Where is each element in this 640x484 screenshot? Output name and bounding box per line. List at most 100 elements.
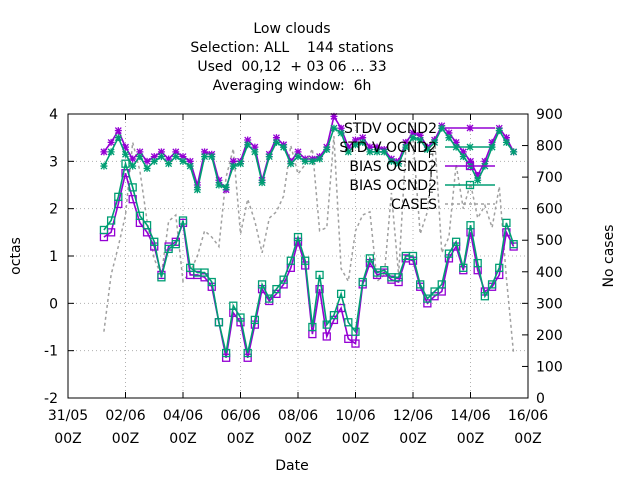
data-point: [100, 162, 108, 170]
data-point: [272, 134, 280, 142]
y2-tick-label: 600: [536, 202, 563, 218]
data-point: [165, 155, 173, 163]
data-point: [237, 160, 244, 168]
plot-series: [99, 112, 518, 362]
data-point: [352, 141, 359, 149]
data-point: [481, 157, 489, 165]
data-point: [214, 318, 224, 327]
data-point: [272, 284, 281, 294]
y2-tick-label: 700: [536, 170, 563, 186]
data-point: [344, 148, 352, 156]
data-point: [359, 134, 367, 142]
data-point: [395, 160, 403, 168]
data-point: [121, 159, 130, 168]
y2-tick-label: 900: [536, 107, 563, 123]
data-point: [423, 294, 432, 303]
data-point: [431, 138, 439, 146]
data-point: [135, 211, 145, 220]
data-point: [143, 164, 151, 172]
data-point: [114, 134, 122, 142]
data-point: [258, 179, 266, 187]
series-line: [103, 126, 515, 193]
series-1: [100, 124, 518, 194]
data-point: [179, 157, 187, 165]
y-tick-label: -1: [44, 344, 58, 360]
data-point: [502, 138, 510, 146]
x-tick-label-hour: 00Z: [227, 431, 254, 447]
data-point: [330, 124, 338, 132]
data-point: [164, 244, 173, 254]
data-point: [171, 240, 180, 249]
data-point: [236, 313, 245, 322]
data-point: [444, 249, 454, 258]
data-point: [243, 348, 252, 358]
data-point: [265, 153, 273, 161]
data-point: [344, 318, 353, 327]
data-point: [438, 124, 446, 132]
data-point: [122, 150, 129, 158]
data-point: [416, 131, 424, 139]
data-point: [387, 157, 395, 165]
data-point: [201, 148, 209, 156]
x-axis-label: Date: [275, 458, 308, 474]
data-point: [186, 162, 194, 170]
x-tick-label: 31/05: [48, 408, 88, 424]
data-point: [473, 258, 482, 268]
data-point: [294, 148, 302, 156]
y2-tick-label: 400: [536, 265, 563, 281]
legend-label: STD V OCND2: [339, 140, 437, 156]
data-point: [416, 280, 425, 289]
data-point: [293, 232, 303, 242]
y-tick-label: -2: [44, 391, 58, 407]
data-point: [229, 301, 238, 310]
data-point: [308, 157, 316, 165]
data-point: [474, 172, 482, 180]
y2-tick-label: 800: [536, 139, 563, 155]
legend-marker: [466, 124, 474, 132]
data-point: [467, 157, 474, 165]
data-point: [323, 146, 331, 153]
data-point: [409, 134, 417, 142]
data-point: [128, 183, 137, 192]
legend-label: STDV OCND2: [344, 121, 437, 137]
data-point: [474, 176, 482, 184]
data-point: [351, 339, 360, 348]
data-point: [251, 148, 259, 156]
title-line-1: Selection: ALL 144 stations: [190, 40, 393, 56]
data-point: [186, 157, 194, 165]
legend-subscript: F: [428, 150, 434, 161]
data-point: [207, 277, 216, 287]
y-tick-label: 0: [49, 296, 58, 312]
data-point: [394, 277, 403, 287]
data-point: [157, 273, 166, 282]
data-point: [466, 221, 475, 230]
data-point: [287, 160, 295, 168]
data-point: [330, 112, 338, 120]
data-point: [452, 138, 460, 146]
data-point: [272, 138, 280, 146]
data-point: [244, 141, 252, 149]
data-point: [352, 136, 359, 144]
data-point: [265, 294, 274, 303]
data-point: [107, 148, 115, 156]
data-point: [157, 153, 165, 161]
data-point: [459, 148, 467, 156]
data-point: [509, 240, 518, 249]
series-4: [103, 136, 515, 354]
data-point: [344, 143, 352, 151]
x-tick-label-hour: 00Z: [169, 431, 196, 447]
data-point: [100, 148, 108, 156]
data-point: [445, 134, 453, 142]
data-point: [221, 348, 231, 358]
data-point: [502, 134, 510, 142]
data-point: [250, 315, 260, 325]
data-point: [114, 192, 123, 201]
legend-marker: [465, 161, 475, 171]
data-point: [495, 263, 504, 272]
title-line-0: Low clouds: [253, 21, 330, 37]
legend-subscript: T: [427, 169, 435, 180]
data-point: [244, 136, 252, 144]
data-point: [459, 263, 468, 272]
data-point: [380, 266, 389, 275]
x-tick-label: 04/06: [163, 408, 203, 424]
